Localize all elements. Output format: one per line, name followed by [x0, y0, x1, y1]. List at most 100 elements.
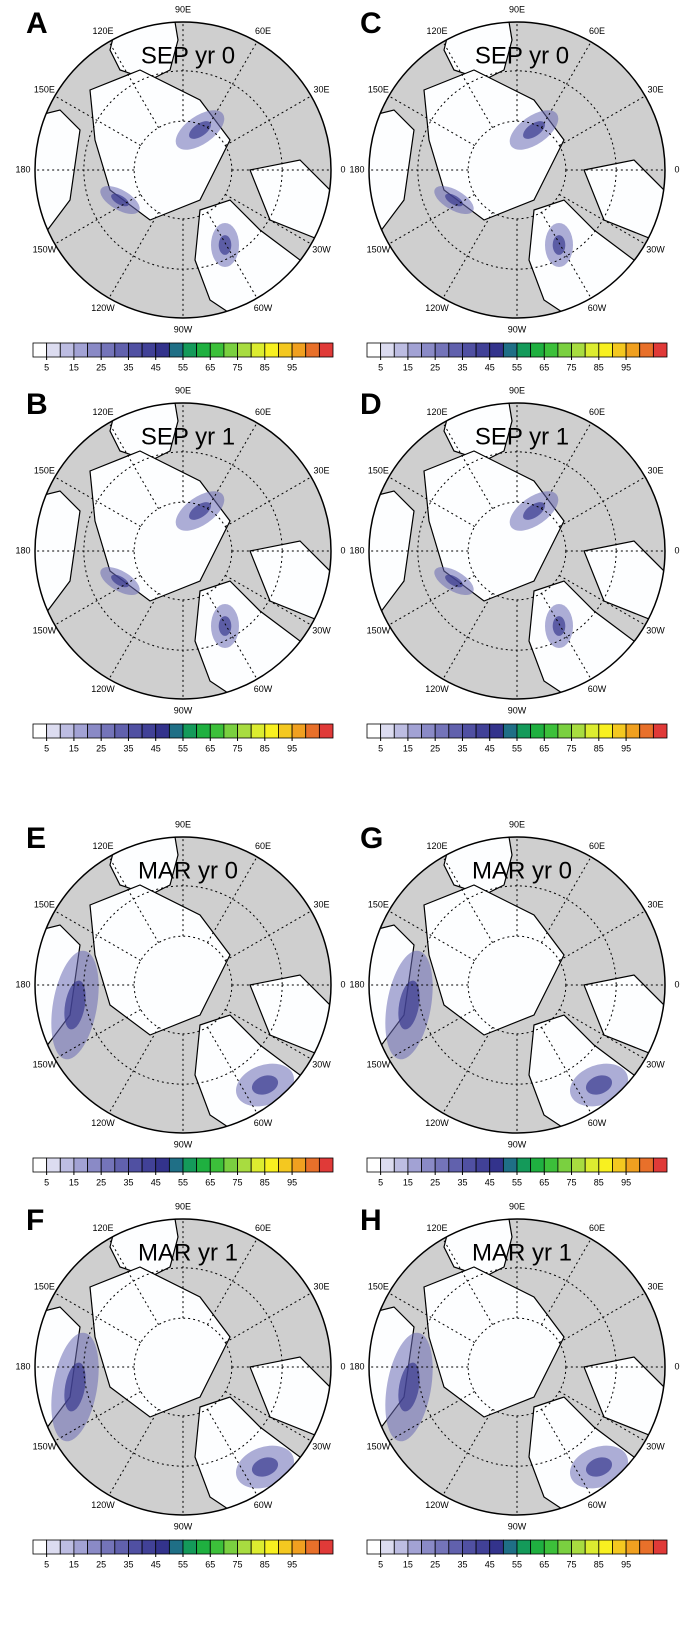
- longitude-label: 30E: [648, 465, 664, 475]
- colorbar-tick-label: 5: [378, 1559, 383, 1569]
- longitude-label: 150E: [368, 1281, 389, 1291]
- colorbar-tick-label: 55: [512, 362, 522, 372]
- longitude-label: 120W: [425, 303, 449, 313]
- colorbar-box: [502, 1157, 518, 1173]
- anomaly-core: [523, 121, 545, 139]
- colorbar-tick-label: 95: [621, 743, 631, 753]
- meridian: [54, 574, 141, 626]
- meridian: [442, 1238, 494, 1325]
- longitude-label: 90W: [508, 1139, 527, 1149]
- colorbar-tick-label: 75: [567, 1559, 577, 1569]
- meridian: [206, 212, 258, 299]
- meridian: [540, 593, 592, 680]
- colorbar-box: [598, 723, 613, 739]
- colorbar-box: [625, 342, 641, 358]
- longitude-label: 180: [349, 545, 364, 555]
- ocean: [369, 109, 415, 241]
- longitude-label: 150W: [33, 625, 57, 635]
- longitude-label: 60E: [255, 407, 271, 417]
- longitude-label: 30W: [646, 1059, 665, 1069]
- longitude-label: 90E: [509, 1201, 525, 1211]
- meridian: [54, 910, 141, 962]
- longitude-label: 120W: [425, 1118, 449, 1128]
- colorbar-tick-label: 75: [233, 743, 243, 753]
- colorbar-box: [366, 342, 382, 358]
- colorbar-box: [209, 342, 225, 358]
- colorbar-box: [73, 723, 88, 739]
- longitude-label: 60W: [254, 1118, 273, 1128]
- longitude-label: 60E: [589, 26, 605, 36]
- colorbar-box: [114, 342, 129, 358]
- colorbar-box: [612, 1157, 627, 1173]
- colorbar-box: [305, 1539, 320, 1555]
- longitude-label: 30W: [646, 1441, 665, 1451]
- panel-title: MAR yr 0: [472, 857, 572, 884]
- ocean: [423, 69, 565, 221]
- longitude-label: 150E: [34, 84, 55, 94]
- longitude-label: 90E: [175, 385, 191, 395]
- anomaly-core: [218, 616, 232, 636]
- meridian: [540, 212, 592, 299]
- meridian: [54, 1008, 141, 1060]
- colorbar-box: [475, 342, 491, 358]
- colorbar-box: [223, 723, 238, 739]
- meridian: [388, 193, 475, 245]
- colorbar-box: [168, 1539, 184, 1555]
- colorbar-box: [168, 723, 184, 739]
- colorbar-box: [584, 723, 600, 739]
- colorbar-box: [250, 723, 266, 739]
- ocean: [89, 1266, 231, 1418]
- colorbar-box: [366, 1157, 382, 1173]
- meridian: [206, 1409, 258, 1496]
- anomaly-core: [398, 1362, 420, 1412]
- colorbar-box: [100, 1539, 116, 1555]
- colorbar-box: [141, 1157, 157, 1173]
- anomaly-core: [398, 980, 420, 1030]
- panel-letter: G: [360, 822, 383, 855]
- meridian: [540, 1238, 592, 1325]
- anomaly-core: [552, 235, 566, 255]
- colorbar-box: [598, 342, 613, 358]
- longitude-label: 150W: [367, 1059, 391, 1069]
- colorbar-box: [305, 342, 320, 358]
- colorbar-box: [380, 342, 395, 358]
- colorbar-tick-label: 55: [178, 743, 188, 753]
- colorbar-box: [182, 1157, 198, 1173]
- colorbar-box: [598, 1157, 613, 1173]
- colorbar-box: [291, 723, 307, 739]
- colorbar-box: [155, 342, 170, 358]
- colorbar-tick-label: 75: [567, 743, 577, 753]
- colorbar-box: [59, 1157, 75, 1173]
- colorbar-box: [407, 342, 422, 358]
- colorbar-box: [571, 1157, 586, 1173]
- panel-title: MAR yr 1: [138, 1239, 238, 1266]
- longitude-label: 90W: [508, 324, 527, 334]
- colorbar-tick-label: 15: [69, 1177, 79, 1187]
- colorbar-box: [530, 1157, 545, 1173]
- colorbar-tick-label: 45: [485, 743, 495, 753]
- colorbar-tick-label: 75: [233, 1559, 243, 1569]
- colorbar-box: [87, 1539, 102, 1555]
- longitude-label: 90E: [175, 4, 191, 14]
- panel-title: SEP yr 1: [141, 423, 235, 450]
- colorbar-box: [209, 1539, 225, 1555]
- colorbar-box: [448, 1157, 463, 1173]
- colorbar-box: [557, 342, 572, 358]
- meridian: [108, 593, 160, 680]
- colorbar-box: [196, 723, 211, 739]
- colorbar-box: [584, 1157, 600, 1173]
- longitude-label: 30W: [312, 625, 331, 635]
- colorbar-box: [73, 1157, 88, 1173]
- colorbar-box: [250, 1539, 266, 1555]
- longitude-label: 120W: [425, 684, 449, 694]
- longitude-label: 150W: [367, 625, 391, 635]
- longitude-label: 0: [340, 979, 345, 989]
- longitude-label: 180: [349, 164, 364, 174]
- colorbar-box: [652, 723, 668, 739]
- colorbar-box: [462, 1157, 477, 1173]
- panel: 90E 60E 30E 0 30W 60W 90W 120W 150W 180 150E 120E B S…: [15, 385, 345, 753]
- colorbar-box: [380, 1157, 395, 1173]
- anomaly-core: [445, 574, 463, 588]
- colorbar-box: [264, 1157, 279, 1173]
